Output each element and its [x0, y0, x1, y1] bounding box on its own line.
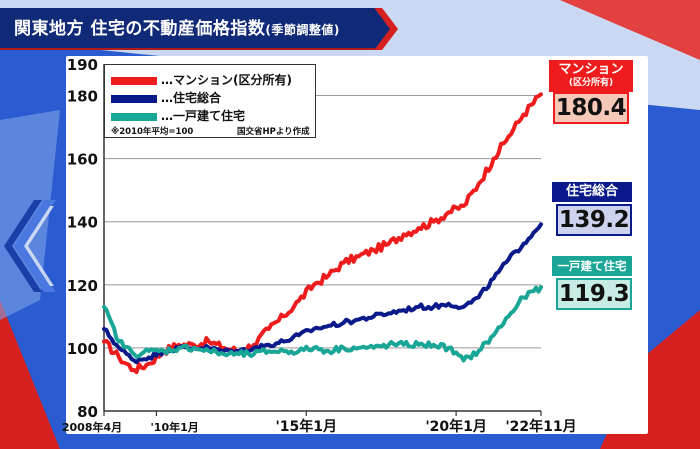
y-tick-label-180: 180 — [67, 88, 98, 106]
legend-item-total: …住宅総合 — [111, 89, 221, 105]
title-suffix: (季節調整値) — [265, 23, 340, 37]
series-lines — [102, 92, 543, 375]
x-tick-label-1: '10年1月 — [150, 420, 198, 434]
legend: …マンション(区分所有) …住宅総合 …一戸建て住宅 ※2010年平均=100 … — [104, 64, 316, 138]
legend-item-detached: …一戸建て住宅 — [111, 107, 245, 123]
callout-mansion-subtitle: (区分所有) — [568, 78, 614, 88]
y-tick-labels: 80 100 120 140 160 180 190 — [67, 56, 98, 421]
y-tick-label-120: 120 — [67, 277, 98, 295]
series-line-2 — [102, 285, 543, 363]
title-main: 関東地方 住宅の不動産価格指数 — [14, 19, 266, 39]
legend-swatch-detached — [111, 112, 157, 121]
y-tick-label-190: 190 — [67, 56, 98, 74]
legend-swatch-total — [111, 94, 157, 103]
y-tick-label-160: 160 — [67, 151, 98, 169]
legend-label-total: …住宅総合 — [161, 91, 222, 105]
x-tick-label-3: '20年1月 — [425, 418, 487, 435]
note-base: ※2010年平均=100 — [111, 127, 194, 137]
callout-detached-title: 一戸建て住宅 — [557, 259, 627, 273]
x-tick-label-4: '22年11月 — [505, 418, 576, 435]
callout-total-value: 139.2 — [556, 204, 632, 236]
callout-mansion-title: マンション — [558, 62, 624, 77]
left-chevron-icon[interactable] — [0, 196, 56, 296]
callout-mansion-title-box: マンション (区分所有) — [549, 60, 633, 92]
y-tick-label-80: 80 — [77, 403, 98, 421]
y-tick-label-140: 140 — [67, 214, 98, 232]
legend-label-mansion: …マンション(区分所有) — [161, 73, 292, 87]
callout-detached-title-box: 一戸建て住宅 — [552, 256, 632, 276]
callout-mansion-value: 180.4 — [553, 92, 629, 124]
legend-swatch-mansion — [111, 76, 157, 85]
callout-detached-value: 119.3 — [556, 278, 632, 310]
title-bar — [0, 8, 390, 50]
legend-label-detached: …一戸建て住宅 — [161, 109, 246, 123]
y-tick-label-100: 100 — [67, 340, 98, 358]
note-source: 国交省HPより作成 — [237, 127, 310, 137]
page-title: 関東地方 住宅の不動産価格指数(季節調整値) — [14, 10, 340, 48]
x-tick-label-0: 2008年4月 — [62, 420, 122, 434]
x-tick-labels: 2008年4月 '10年1月 '15年1月 '20年1月 '22年11月 — [62, 418, 577, 435]
x-tick-label-2: '15年1月 — [276, 418, 338, 435]
series-line-1 — [102, 222, 543, 365]
legend-item-mansion: …マンション(区分所有) — [111, 71, 292, 87]
callout-total-title: 住宅総合 — [565, 184, 618, 199]
callout-total-title-box: 住宅総合 — [552, 182, 632, 202]
